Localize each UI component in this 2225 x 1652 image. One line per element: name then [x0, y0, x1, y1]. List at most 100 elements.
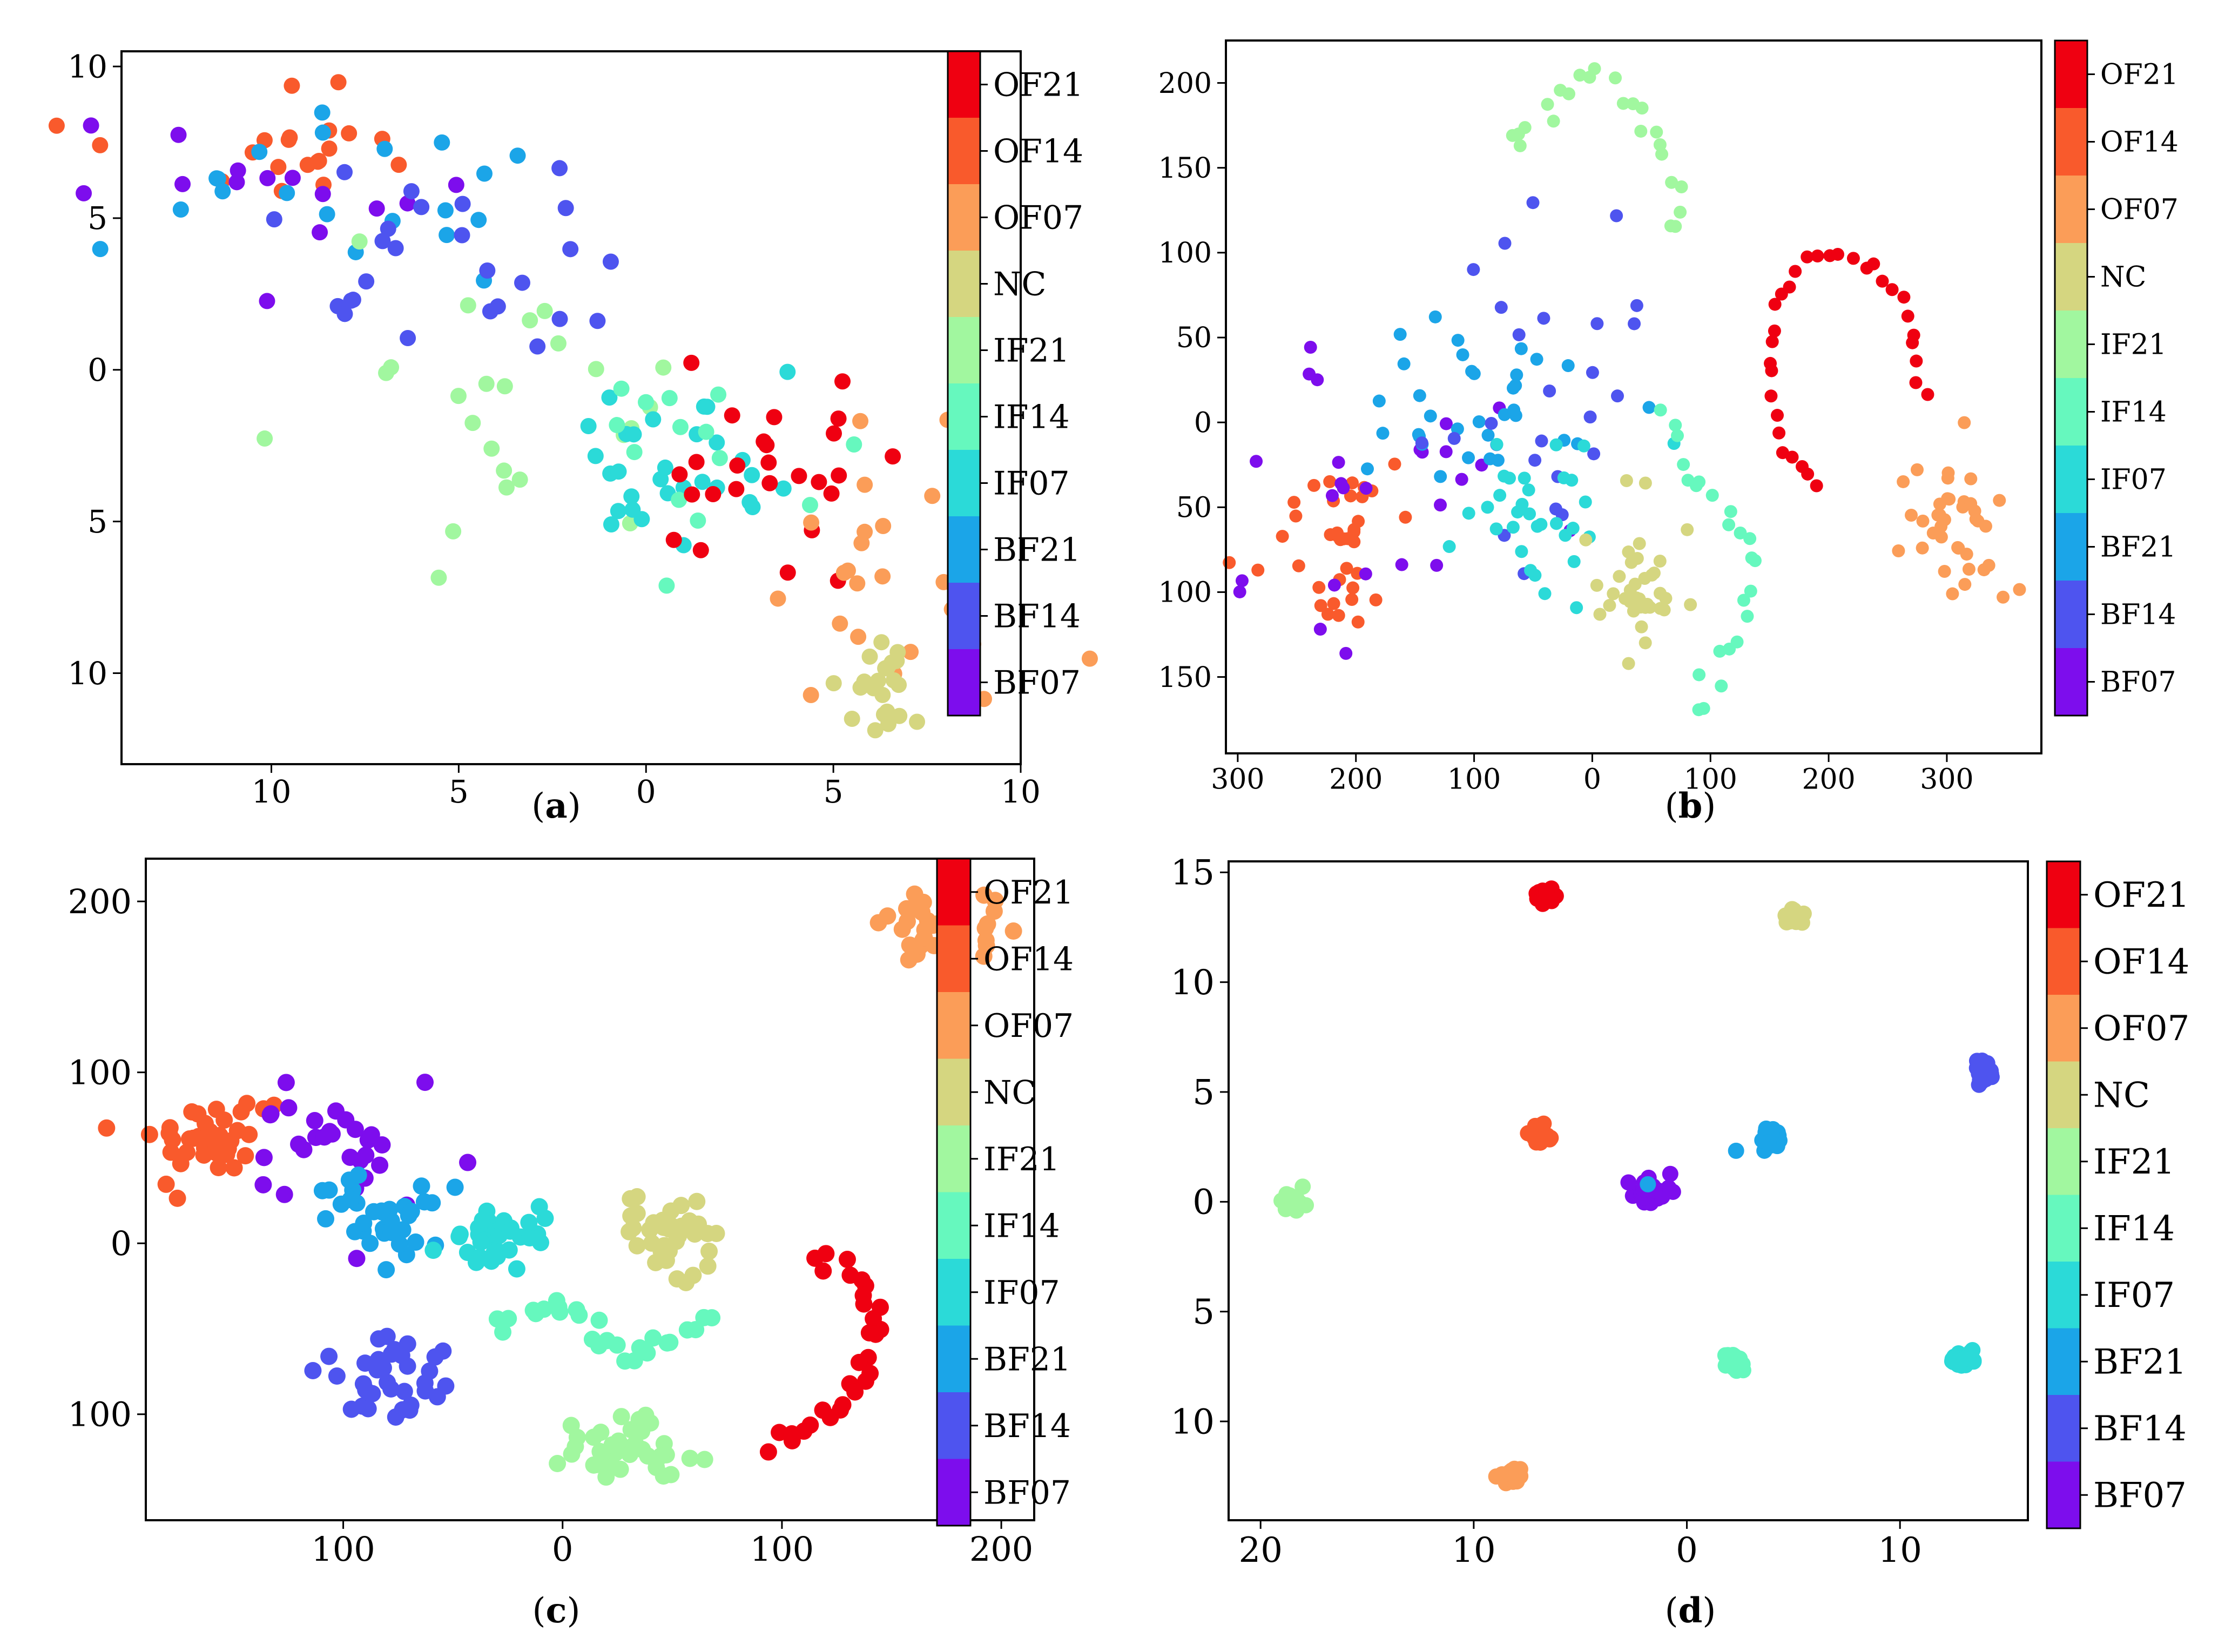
y-tick-label: 100	[68, 1394, 132, 1434]
point-of14	[1251, 563, 1265, 577]
point-bf07	[1430, 558, 1444, 572]
colorbar-label: IF07	[993, 465, 1070, 503]
point-bf14	[386, 1341, 403, 1359]
point-bf21	[92, 241, 109, 258]
point-bf07	[284, 170, 301, 186]
x-tick-label: 100	[1447, 763, 1501, 795]
y-tick-label: 10	[1171, 1402, 1215, 1442]
point-of07	[1997, 590, 2010, 604]
point-of21	[692, 542, 709, 558]
point-bf21	[446, 1178, 464, 1196]
point-of07	[1926, 527, 1940, 540]
point-of14	[1223, 556, 1236, 569]
colorbar-swatch-bf07	[948, 649, 980, 716]
point-of14	[1307, 478, 1321, 492]
point-bf21	[476, 165, 493, 182]
point-nc	[1681, 523, 1694, 536]
point-bf21	[1465, 365, 1479, 378]
colorbar-swatch-of14	[948, 118, 980, 185]
colorbar-label: BF14	[993, 598, 1081, 636]
point-of14	[210, 1159, 227, 1177]
point-if07	[1549, 438, 1563, 451]
point-bf21	[439, 227, 455, 244]
point-bf14	[378, 1327, 396, 1345]
point-of14	[1332, 609, 1345, 622]
point-of07	[976, 919, 994, 937]
point-of14	[1346, 581, 1360, 595]
colorbar-label: IF07	[983, 1274, 1060, 1312]
colorbar-label: OF21	[983, 874, 1074, 912]
point-of14	[92, 137, 109, 153]
point-bf14	[589, 313, 606, 329]
point-if07	[1524, 564, 1538, 577]
point-of07	[875, 518, 892, 535]
point-of21	[688, 454, 705, 470]
point-if07	[1579, 495, 1592, 509]
point-of07	[1964, 497, 1978, 510]
point-bf21	[1481, 428, 1495, 442]
point-if21	[1573, 69, 1587, 82]
point-bf14	[266, 211, 282, 228]
point-bf07	[1332, 456, 1345, 469]
colorbar-swatch-of14	[2047, 928, 2080, 995]
y-tick-label: 0	[87, 352, 107, 388]
point-bf07	[1235, 574, 1249, 588]
point-bf07	[1233, 585, 1246, 598]
point-of21	[814, 1262, 832, 1280]
point-of07	[1916, 514, 1930, 528]
point-if07	[1577, 439, 1590, 453]
point-nc	[1603, 599, 1616, 612]
point-of21	[1801, 250, 1814, 264]
point-nc	[699, 1257, 717, 1275]
point-bf07	[368, 200, 385, 217]
point-bf21	[1642, 401, 1656, 414]
point-if07	[530, 1198, 548, 1216]
point-nc	[1624, 556, 1638, 569]
point-if14	[1670, 429, 1684, 442]
point-of07	[1962, 562, 1975, 576]
point-if07	[709, 434, 725, 451]
point-bf14	[454, 227, 470, 244]
point-bf21	[377, 1261, 395, 1279]
point-of21	[855, 1295, 873, 1313]
point-if07	[601, 389, 618, 406]
point-of21	[1776, 446, 1789, 460]
point-if21	[604, 1458, 622, 1476]
point-nc	[1633, 592, 1646, 605]
point-nc	[844, 711, 860, 727]
point-bf14	[562, 241, 579, 258]
colorbar-label: NC	[2093, 1076, 2150, 1116]
point-of14	[1323, 475, 1337, 488]
colorbar-swatch-nc	[2047, 1061, 2080, 1129]
point-if21	[652, 1447, 670, 1465]
point-of14	[237, 1147, 254, 1165]
x-tick-label: 100	[750, 1529, 814, 1569]
point-if21	[257, 430, 273, 447]
colorbar-label: BF14	[2100, 599, 2176, 631]
point-of14	[207, 1101, 225, 1118]
point-bf07	[448, 177, 464, 193]
point-nc	[1619, 592, 1632, 605]
y-tick-label: 50	[1176, 322, 1212, 354]
colorbar-label: IF21	[2093, 1142, 2175, 1182]
point-if07	[657, 459, 673, 476]
point-of14	[48, 117, 65, 134]
point-nc	[668, 1232, 685, 1250]
point-bf14	[1610, 209, 1623, 222]
point-if14	[1692, 703, 1705, 717]
point-if21	[567, 1438, 584, 1455]
colorbar-swatch-of21	[2055, 41, 2087, 109]
point-bf21	[1507, 403, 1521, 417]
point-if21	[483, 440, 500, 457]
point-if14	[658, 1334, 676, 1352]
point-of21	[705, 486, 722, 503]
point-bf21	[1456, 348, 1469, 361]
point-bf14	[1586, 366, 1599, 379]
point-of14	[1369, 593, 1383, 606]
point-of21	[1867, 257, 1880, 271]
point-bf07	[261, 1106, 279, 1124]
colorbar-label: OF21	[993, 66, 1083, 104]
point-if14	[1728, 1363, 1745, 1379]
point-nc	[1785, 904, 1802, 921]
colorbar-swatch-if14	[2055, 378, 2087, 446]
